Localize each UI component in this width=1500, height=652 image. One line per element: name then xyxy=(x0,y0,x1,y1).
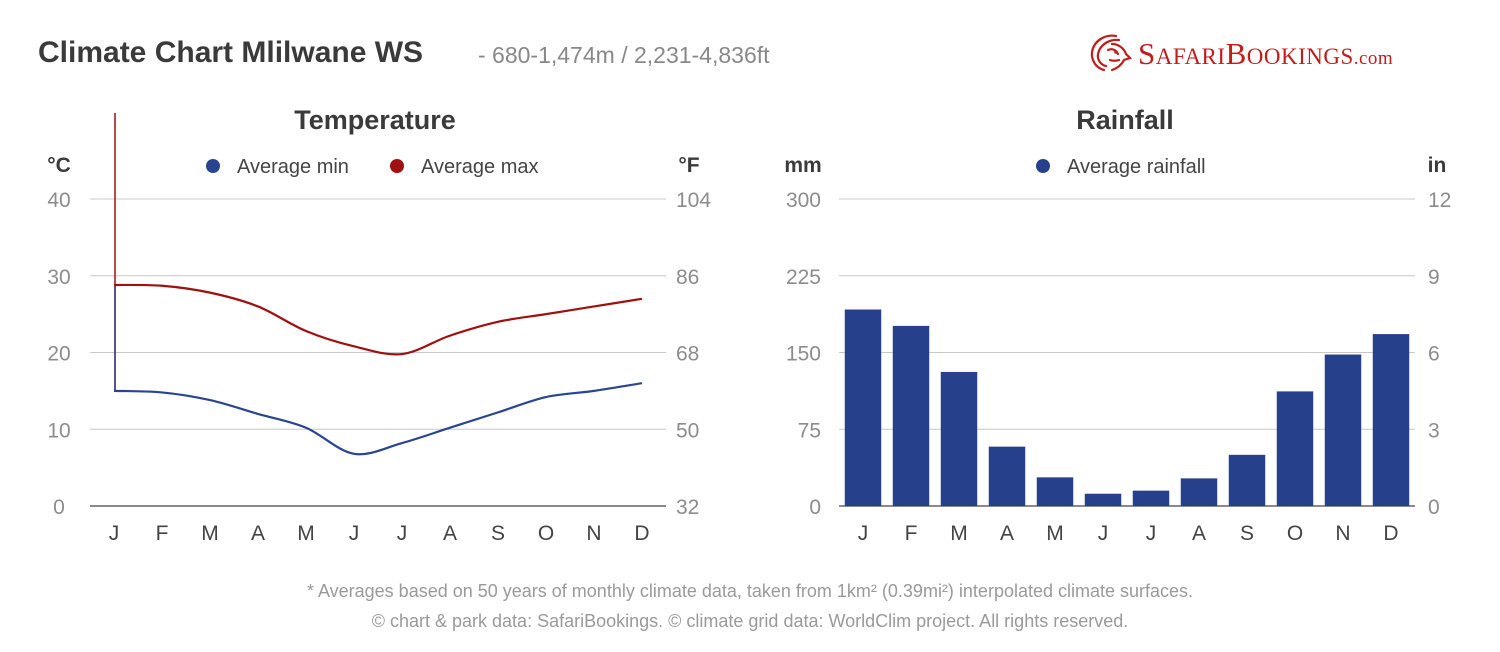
rain-x-tick-label: N xyxy=(1335,522,1350,545)
rain-x-tick-label: D xyxy=(1383,522,1398,545)
temp-x-tick-label: O xyxy=(538,522,554,545)
temp-x-tick-label: J xyxy=(397,522,408,545)
rain-x-tick-label: O xyxy=(1287,522,1303,545)
rainfall-bar xyxy=(1084,493,1122,506)
brand-part2-rest: OOKINGS xyxy=(1246,44,1354,69)
temp-y-tick-right: 86 xyxy=(676,266,699,289)
rainfall-bar xyxy=(1324,354,1362,506)
rain-x-tick-label: F xyxy=(905,522,918,545)
brand-wordmark: SAFARIBOOKINGS.com xyxy=(1138,36,1393,72)
rainfall-bar xyxy=(1276,391,1314,506)
temp-x-tick-label: M xyxy=(297,522,315,545)
temp-x-tick-label: A xyxy=(443,522,457,545)
footnote-averages: * Averages based on 50 years of monthly … xyxy=(306,581,1194,601)
rain-y-tick-right: 6 xyxy=(1428,343,1440,366)
rain-y-tick-right: 0 xyxy=(1428,496,1440,519)
rainfall-bar xyxy=(1180,478,1218,506)
rainfall-bar xyxy=(940,371,978,506)
footnote-copyright: © chart & park data: SafariBookings. © c… xyxy=(371,611,1129,631)
rain-x-tick-label: A xyxy=(1000,522,1014,545)
temp-right-unit-label: °F xyxy=(678,154,699,177)
temp-y-tick-right: 50 xyxy=(676,419,699,442)
elevation-subtitle: - 680-1,474m / 2,231-4,836ft xyxy=(478,42,770,68)
temp-legend-label: Average max xyxy=(421,156,538,178)
temp-legend-marker xyxy=(390,159,404,173)
rain-legend-label: Average rainfall xyxy=(1067,156,1206,178)
brand-suffix: .com xyxy=(1353,48,1394,69)
rain-y-tick-left: 75 xyxy=(798,419,821,442)
temp-y-tick-right: 68 xyxy=(676,343,699,366)
temp-left-unit-label: °C xyxy=(47,154,71,177)
temp-x-tick-label: F xyxy=(156,522,169,545)
average-min-line xyxy=(113,382,643,456)
rainfall-bar xyxy=(1372,334,1410,506)
rain-x-tick-label: S xyxy=(1240,522,1254,545)
rainfall-bar xyxy=(988,446,1026,506)
rain-left-unit-label: mm xyxy=(784,154,821,177)
rainfall-bar xyxy=(1228,454,1266,506)
temp-x-tick-label: S xyxy=(491,522,505,545)
temp-x-tick-label: J xyxy=(109,522,120,545)
rain-x-tick-label: J xyxy=(1146,522,1157,545)
temp-legend-marker xyxy=(206,159,220,173)
rain-y-tick-right: 12 xyxy=(1428,189,1451,212)
rain-y-tick-left: 150 xyxy=(786,343,821,366)
rain-y-tick-right: 3 xyxy=(1428,419,1440,442)
temp-y-tick-left: 40 xyxy=(47,189,70,212)
rain-y-tick-right: 9 xyxy=(1428,266,1440,289)
rainfall-bar xyxy=(1036,477,1074,506)
average-max-line xyxy=(113,283,643,356)
temp-chart-title: Temperature xyxy=(294,105,456,135)
rain-y-tick-left: 300 xyxy=(786,189,821,212)
temp-x-tick-label: N xyxy=(586,522,601,545)
rain-chart-title: Rainfall xyxy=(1076,105,1174,135)
temp-y-tick-right: 104 xyxy=(676,189,711,212)
rain-right-unit-label: in xyxy=(1428,154,1447,177)
temp-y-tick-left: 30 xyxy=(47,266,70,289)
rainfall-bar xyxy=(1132,490,1170,506)
temp-y-tick-left: 10 xyxy=(47,419,70,442)
brand-part2: B xyxy=(1225,36,1247,71)
temp-legend-label: Average min xyxy=(237,156,349,178)
rain-x-tick-label: A xyxy=(1192,522,1206,545)
rain-x-tick-label: M xyxy=(1046,522,1064,545)
temp-y-tick-left: 0 xyxy=(53,496,65,519)
page-title: Climate Chart Mlilwane WS xyxy=(38,36,424,69)
rainfall-bar xyxy=(892,325,930,506)
lion-head-icon xyxy=(1090,34,1133,72)
rain-y-tick-left: 0 xyxy=(809,496,821,519)
temp-y-tick-left: 20 xyxy=(47,343,70,366)
brand-logo-link[interactable]: SAFARIBOOKINGS.com xyxy=(1086,30,1466,78)
rain-x-tick-label: J xyxy=(858,522,869,545)
rain-y-tick-left: 225 xyxy=(786,266,821,289)
rain-x-tick-label: J xyxy=(1098,522,1109,545)
temp-x-tick-label: A xyxy=(251,522,265,545)
brand-part1: S xyxy=(1138,36,1156,71)
brand-part1-rest: AFARI xyxy=(1155,44,1226,69)
temp-x-tick-label: J xyxy=(349,522,360,545)
rainfall-bar xyxy=(844,309,882,506)
temp-x-tick-label: D xyxy=(634,522,649,545)
temp-y-tick-right: 32 xyxy=(676,496,699,519)
rain-x-tick-label: M xyxy=(950,522,968,545)
rain-legend-marker xyxy=(1036,159,1050,173)
temp-x-tick-label: M xyxy=(201,522,219,545)
